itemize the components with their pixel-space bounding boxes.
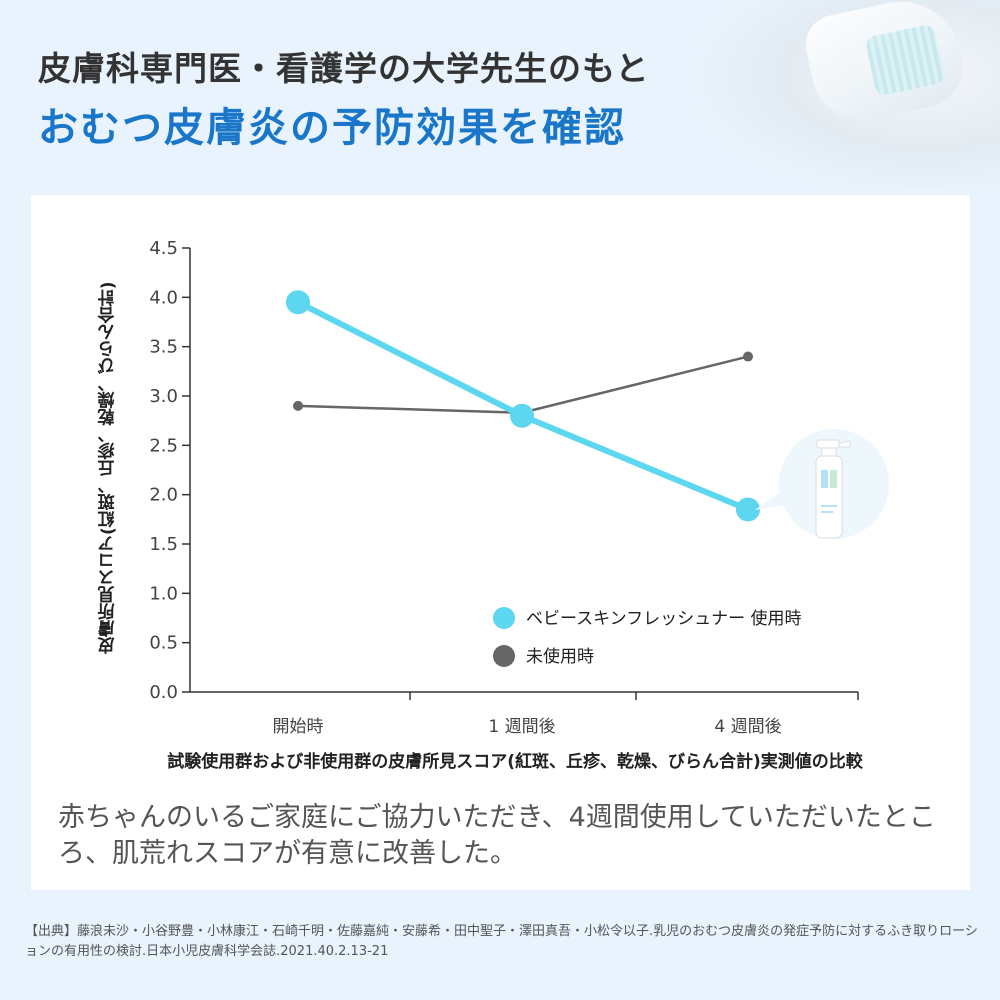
x-axis-label: 試験使用群および非使用群の皮膚所見スコア(紅斑、丘疹、乾燥、びらん合計)実測値の… xyxy=(167,752,863,772)
y-tick-label: 4.0 xyxy=(149,287,178,308)
y-tick-label: 4.5 xyxy=(149,238,178,259)
data-point xyxy=(510,403,534,428)
data-point xyxy=(286,290,310,315)
title-line-2: おむつ皮膚炎の予防効果を確認 xyxy=(38,105,626,151)
y-tick-label: 0.0 xyxy=(149,682,178,703)
legend-label: ベビースキンフレッシュナー 使用時 xyxy=(526,608,802,629)
y-tick-label: 2.0 xyxy=(149,485,178,506)
source-citation: 【出典】藤浪未沙・小谷野豊・小林康江・石崎千明・佐藤嘉純・安藤希・田中聖子・澤田… xyxy=(25,924,978,959)
y-tick-label: 2.5 xyxy=(149,435,178,456)
data-point xyxy=(743,351,753,362)
series-lines xyxy=(286,290,760,522)
chart-panel xyxy=(31,195,970,890)
y-tick-label: 1.5 xyxy=(149,534,178,555)
y-tick-label: 0.5 xyxy=(149,633,178,654)
product-bubble xyxy=(755,429,889,539)
x-tick-labels: 開始時 1 週間後 4 週間後 xyxy=(273,717,782,737)
data-point xyxy=(736,497,760,522)
y-tick-label: 1.0 xyxy=(149,583,178,604)
x-tick-label: 開始時 xyxy=(273,717,324,737)
y-tick-label: 3.5 xyxy=(149,337,178,358)
x-tick-label: 1 週間後 xyxy=(488,717,555,737)
title-line-1: 皮膚科専門医・看護学の大学先生のもと xyxy=(38,49,650,88)
legend-marker xyxy=(493,645,515,667)
y-tick-labels: 0.0 0.5 1.0 1.5 2.0 2.5 3.0 3.5 4.0 4.5 xyxy=(149,238,178,703)
y-axis-label: 皮膚所見スコア(紅斑、丘疹、乾燥、びらん合計) xyxy=(98,281,119,655)
baby-photo-background xyxy=(700,0,1000,190)
result-caption: 赤ちゃんのいるご家庭にご協力いただき、4週間使用していただいたところ、肌荒れスコ… xyxy=(58,802,936,869)
spray-bottle-icon xyxy=(815,439,851,539)
chart-axes xyxy=(182,247,859,700)
y-tick-label: 3.0 xyxy=(149,386,178,407)
legend-marker xyxy=(493,607,515,629)
data-point xyxy=(293,400,303,411)
legend-label: 未使用時 xyxy=(526,646,594,667)
x-tick-label: 4 週間後 xyxy=(714,717,781,737)
